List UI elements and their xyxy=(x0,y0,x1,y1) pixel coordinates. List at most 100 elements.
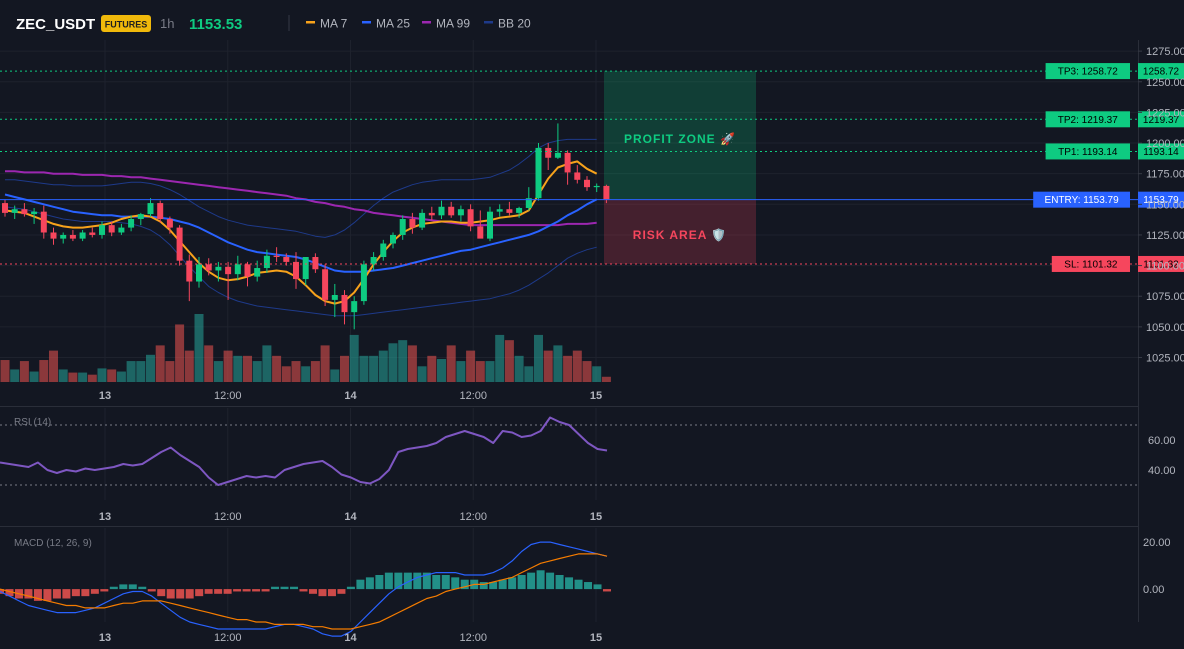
volume-bar xyxy=(456,361,466,382)
volume-bar xyxy=(330,369,340,382)
volume-bar xyxy=(504,340,514,382)
signal-line xyxy=(0,553,608,630)
volume-bar xyxy=(10,369,20,382)
macd-histogram-bar xyxy=(555,575,564,590)
volume-bar xyxy=(39,360,49,382)
candle-body xyxy=(31,211,38,215)
macd-histogram-bar xyxy=(62,589,71,599)
macd-histogram-bar xyxy=(290,586,299,590)
macd-histogram-bar xyxy=(252,589,261,592)
price-tick-label: 1275.00 xyxy=(1146,46,1184,58)
legend-label: MA 7 xyxy=(320,17,348,31)
macd-histogram-bar xyxy=(479,582,488,590)
volume-bar xyxy=(29,371,39,382)
macd-histogram-bar xyxy=(81,589,90,597)
candle-body xyxy=(186,260,193,282)
volume-bar xyxy=(243,355,252,382)
level-axis-tag xyxy=(1138,63,1184,80)
macd-histogram-bar xyxy=(517,575,526,590)
volume-bar xyxy=(116,371,126,382)
volume-bar xyxy=(97,368,107,382)
volume-bar xyxy=(563,355,573,382)
volume-bar xyxy=(349,334,359,382)
level-axis-label: 1101.32 xyxy=(1143,259,1179,270)
macd-histogram-bar xyxy=(52,589,61,599)
volume-bar xyxy=(601,376,611,382)
macd-histogram-bar xyxy=(422,572,431,590)
candle-body xyxy=(341,294,348,313)
volume-bar xyxy=(524,366,534,382)
candle-body xyxy=(79,232,86,239)
macd-histogram-bar xyxy=(119,584,128,590)
price-tick-label: 1225.00 xyxy=(1146,107,1184,119)
macd-histogram-bar xyxy=(489,582,498,590)
bb-upper-line xyxy=(5,138,597,238)
price-tick-label: 1100.00 xyxy=(1146,261,1184,273)
candle-body xyxy=(283,257,290,262)
macd-histogram-bar xyxy=(195,589,204,597)
candle-body xyxy=(419,212,426,228)
macd-histogram-bar xyxy=(5,589,14,597)
candle-body xyxy=(147,203,154,215)
candle-body xyxy=(545,147,552,158)
bollinger-bands xyxy=(4,138,597,317)
volume-bar xyxy=(475,361,485,382)
macd-histogram-bar xyxy=(318,589,327,597)
volume-bar xyxy=(291,361,301,382)
macd-tick-label: 0.00 xyxy=(1143,584,1164,596)
macd-histogram-bar xyxy=(223,589,232,594)
candle-body xyxy=(516,207,523,213)
macd-histogram-bar xyxy=(574,579,583,590)
volume-bar xyxy=(19,361,29,382)
candle-body xyxy=(176,227,183,261)
price-axis[interactable]: 1275.00 1250.00 1225.00 1200.00 1175.00 1150.… xyxy=(1138,46,1184,364)
macd-histogram-bar xyxy=(441,575,450,590)
macd-histogram-bar xyxy=(546,572,555,590)
volume-bar xyxy=(466,350,476,382)
candle-body xyxy=(273,255,280,258)
candle-body xyxy=(11,209,18,213)
level-tag-entry xyxy=(1033,191,1130,208)
volume-bar xyxy=(388,343,398,382)
candle-body xyxy=(525,198,532,208)
legend-swatch xyxy=(422,21,431,24)
candle-body xyxy=(137,214,144,220)
volume-bar xyxy=(310,361,320,382)
candle-body xyxy=(312,257,319,270)
level-axis-tag xyxy=(1138,191,1184,208)
macd-histogram-bar xyxy=(204,589,213,594)
profit-zone-label: PROFIT ZONE 🚀 xyxy=(624,132,736,146)
candle-body xyxy=(263,255,270,269)
macd-histogram-bar xyxy=(508,577,517,590)
candle-body xyxy=(438,206,445,216)
candle-body xyxy=(448,206,455,216)
level-axis-tag xyxy=(1138,255,1184,272)
candle-body xyxy=(234,264,241,275)
volume-bar xyxy=(592,366,602,382)
volume-bar xyxy=(136,361,146,382)
macd-tick-label: 20.00 xyxy=(1143,537,1171,549)
macd-histogram-bar xyxy=(138,586,147,590)
macd-time-axis: 13 12:00 14 12:00 15 xyxy=(99,632,602,644)
candle-body xyxy=(574,172,581,180)
candle-body xyxy=(205,264,212,271)
time-tick-label: 12:00 xyxy=(459,390,487,402)
macd-histogram-bar xyxy=(176,589,185,599)
legend-swatch xyxy=(484,21,493,24)
candle-body xyxy=(21,209,28,215)
time-tick-label: 12:00 xyxy=(214,632,242,644)
volume-bar xyxy=(78,372,88,382)
macd-histogram-bar xyxy=(147,589,156,592)
price-tick-label: 1025.00 xyxy=(1146,352,1184,364)
candle-body xyxy=(584,179,590,188)
volume-bar xyxy=(320,345,330,382)
volume-bar xyxy=(417,366,427,382)
volume-bar xyxy=(49,350,58,382)
macd-histogram-bar xyxy=(460,579,469,590)
level-axis-label: 1258.72 xyxy=(1143,67,1180,78)
level-tag-tp1 xyxy=(1045,143,1130,160)
volume-bar xyxy=(165,361,175,382)
risk-area xyxy=(604,199,756,264)
